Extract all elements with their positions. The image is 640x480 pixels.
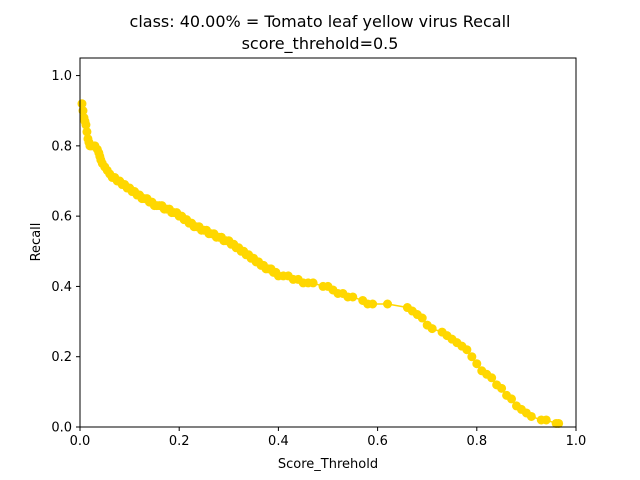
data-point (383, 299, 393, 309)
data-point (554, 418, 564, 428)
data-point (472, 359, 482, 369)
y-tick-label: 0.4 (51, 280, 72, 295)
chart-title: class: 40.00% = Tomato leaf yellow virus… (129, 12, 511, 31)
y-tick-label: 0.6 (51, 210, 72, 225)
data-point (507, 394, 517, 404)
y-tick-label: 0.2 (51, 350, 72, 365)
data-point (541, 415, 551, 425)
data-point (427, 324, 437, 334)
x-tick-label: 0.4 (268, 434, 289, 449)
y-axis-ticks: 0.0 0.2 0.4 0.6 0.8 1.0 (51, 69, 80, 436)
data-point (467, 352, 477, 362)
x-tick-label: 0.6 (367, 434, 388, 449)
chart-subtitle: score_threhold=0.5 (241, 34, 399, 53)
y-tick-label: 0.0 (51, 421, 72, 436)
data-point (487, 373, 497, 383)
data-point (462, 345, 472, 355)
data-point (526, 411, 536, 421)
plot-frame (79, 57, 577, 428)
data-point (368, 299, 378, 309)
x-tick-label: 0.0 (70, 434, 91, 449)
x-tick-label: 0.8 (466, 434, 487, 449)
x-tick-label: 1.0 (566, 434, 587, 449)
x-axis-ticks: 0.0 0.2 0.4 0.6 0.8 1.0 (70, 427, 587, 449)
y-axis-label: Recall (29, 223, 44, 262)
data-point (348, 292, 358, 302)
y-tick-label: 1.0 (51, 69, 72, 84)
x-tick-label: 0.2 (169, 434, 190, 449)
chart-marks (77, 99, 564, 428)
data-point (417, 313, 427, 323)
x-axis-label: Score_Threhold (278, 457, 378, 472)
data-point (308, 278, 318, 288)
y-tick-label: 0.8 (51, 139, 72, 154)
data-point (497, 383, 507, 393)
